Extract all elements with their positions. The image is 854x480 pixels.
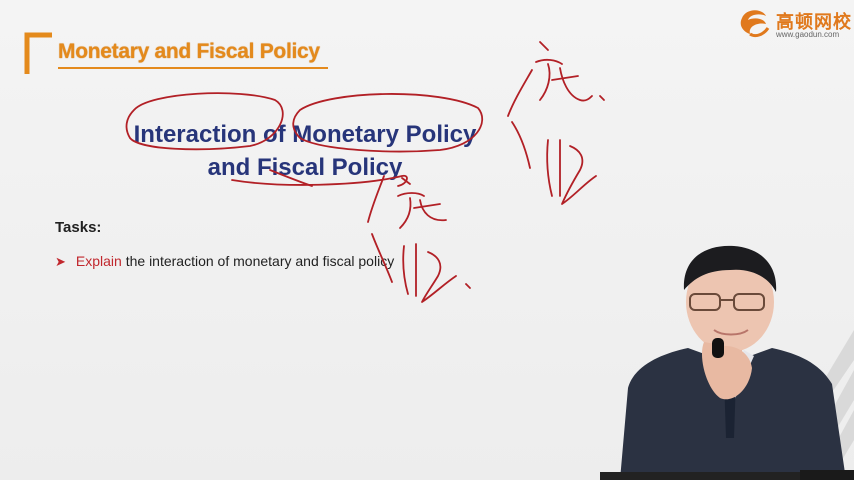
presenter-video xyxy=(620,245,854,480)
tasks-label: Tasks: xyxy=(55,219,102,236)
title-bracket-decoration xyxy=(24,32,52,74)
task-verb: Explain xyxy=(75,253,122,269)
logo-brand-text: 高顿网校 xyxy=(776,12,852,33)
presenter-hair xyxy=(683,245,777,292)
presenter-face xyxy=(686,252,774,352)
slide-main-title: Interaction of Monetary Policy and Fisca… xyxy=(120,118,490,184)
podium-edge xyxy=(600,472,800,480)
task-list-item: ➤ Explain the interaction of monetary and… xyxy=(55,253,394,270)
section-title-underline xyxy=(58,67,328,69)
annotation-char-upper-1 xyxy=(507,69,533,117)
gaodun-logo-icon xyxy=(740,10,770,38)
microphone-icon xyxy=(712,338,724,358)
logo-url-text: www.gaodun.com xyxy=(776,30,840,39)
arrow-bullet-icon: ➤ xyxy=(55,254,66,269)
annotation-char-upper-2 xyxy=(511,121,531,169)
main-title-line-2: and Fiscal Policy xyxy=(207,154,403,181)
task-text: the interaction of monetary and fiscal p… xyxy=(121,253,395,269)
main-title-line-1: Interaction of Monetary Policy xyxy=(133,121,477,148)
section-title: Monetary and Fiscal Policy xyxy=(58,40,320,63)
